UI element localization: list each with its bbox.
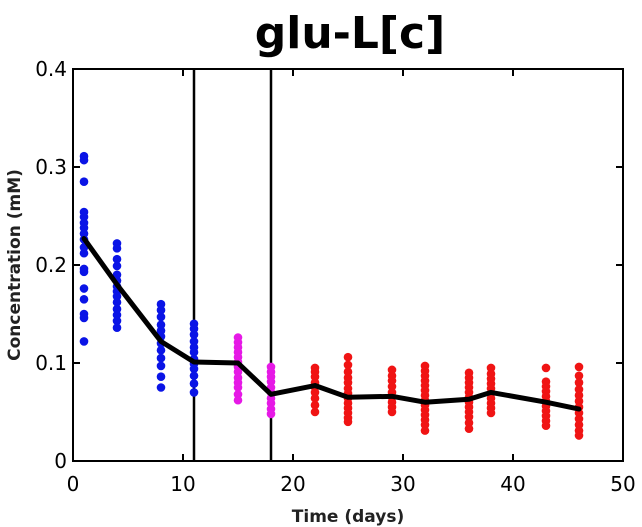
- point-s2-83: [574, 396, 584, 406]
- point-s0-10: [79, 248, 89, 258]
- x-tick-label-2: 20: [280, 472, 305, 496]
- x-tick-label-3: 30: [390, 472, 415, 496]
- point-s0-34: [156, 312, 166, 322]
- point-s2-54: [464, 412, 474, 422]
- point-s0-30: [112, 316, 122, 326]
- point-s0-14: [79, 295, 89, 304]
- point-s1-22: [266, 409, 276, 419]
- point-s0-7: [79, 229, 89, 238]
- point-s2-43: [420, 420, 430, 430]
- y-tick-label-2: 0.2: [35, 253, 67, 277]
- point-s2-55: [464, 418, 474, 428]
- x-tick-label-0: 0: [67, 472, 80, 496]
- point-s2-8: [310, 407, 320, 417]
- point-s0-40: [156, 353, 166, 363]
- point-s0-27: [112, 297, 122, 307]
- point-s0-4: [79, 212, 89, 222]
- point-s2-81: [574, 385, 584, 394]
- y-tick-label-1: 0.1: [35, 351, 67, 375]
- point-s2-13: [343, 378, 353, 387]
- point-s0-33: [156, 305, 166, 315]
- x-tick-label-5: 50: [610, 472, 635, 496]
- point-s1-11: [233, 390, 243, 399]
- point-s0-1: [79, 155, 89, 165]
- point-s0-16: [79, 313, 89, 323]
- point-s0-13: [79, 284, 89, 293]
- point-s2-86: [574, 414, 584, 424]
- axis-ticks: 0 10 20 30 40 50 0 0.1 0.2 0.3 0.4: [35, 57, 636, 496]
- point-s1-16: [266, 377, 276, 386]
- point-s2-44: [420, 426, 430, 435]
- point-s2-82: [574, 391, 584, 400]
- point-s2-56: [464, 424, 474, 433]
- point-s2-22: [387, 365, 397, 375]
- point-s2-24: [387, 376, 397, 385]
- point-s1-20: [266, 398, 276, 408]
- x-axis-label: Time (days): [292, 507, 404, 527]
- y-tick-label-3: 0.3: [35, 155, 67, 179]
- point-s1-7: [233, 367, 243, 377]
- point-s2-77: [541, 421, 551, 431]
- data-points: [79, 151, 584, 440]
- point-s2-79: [574, 371, 584, 381]
- point-s0-22: [112, 270, 122, 280]
- point-s2-78: [574, 362, 584, 372]
- point-s0-19: [112, 244, 122, 253]
- point-s2-2: [310, 372, 320, 382]
- point-s0-54: [189, 379, 199, 388]
- x-tick-label-4: 40: [500, 472, 525, 496]
- point-s0-26: [112, 292, 122, 301]
- point-s1-12: [233, 395, 243, 405]
- point-s0-36: [156, 326, 166, 335]
- point-s0-53: [189, 371, 199, 381]
- point-s0-28: [112, 304, 122, 314]
- point-s0-20: [112, 254, 122, 264]
- chart-title: glu-L[c]: [255, 8, 446, 59]
- point-s0-39: [156, 345, 166, 355]
- point-s2-87: [574, 420, 584, 430]
- point-s0-49: [189, 347, 199, 357]
- point-s0-41: [156, 361, 166, 371]
- point-s2-80: [574, 378, 584, 387]
- point-s0-43: [156, 383, 166, 392]
- point-s2-10: [343, 360, 353, 370]
- point-s2-67: [541, 363, 551, 373]
- y-axis-label: Concentration (mM): [5, 169, 25, 361]
- point-s0-29: [112, 310, 122, 320]
- point-s2-30: [387, 407, 397, 417]
- point-s2-89: [574, 431, 584, 440]
- y-tick-label-0: 0: [54, 449, 67, 473]
- point-s0-42: [156, 372, 166, 382]
- point-s0-31: [112, 323, 122, 333]
- point-s0-45: [189, 324, 199, 334]
- point-s2-6: [310, 393, 320, 403]
- point-s0-12: [79, 267, 89, 277]
- point-s2-66: [486, 408, 496, 418]
- point-s1-10: [233, 383, 243, 392]
- point-s0-35: [156, 320, 166, 330]
- point-s0-6: [79, 223, 89, 233]
- mean-line-group: [81, 236, 582, 412]
- point-s2-5: [310, 388, 320, 397]
- point-s0-47: [189, 337, 199, 346]
- point-s0-32: [156, 299, 166, 309]
- point-s2-11: [343, 367, 353, 377]
- point-s2-9: [343, 352, 353, 362]
- point-s0-17: [79, 337, 89, 346]
- point-s2-21: [343, 417, 353, 427]
- x-tick-label-1: 10: [170, 472, 195, 496]
- y-tick-label-4: 0.4: [35, 57, 67, 81]
- point-s2-25: [387, 382, 397, 391]
- point-s0-2: [79, 177, 89, 186]
- point-s2-57: [486, 363, 496, 373]
- mean-line: [81, 236, 582, 412]
- point-s0-46: [189, 330, 199, 339]
- point-s2-7: [310, 400, 320, 410]
- point-s0-52: [189, 364, 199, 374]
- point-s0-55: [189, 388, 199, 397]
- point-s0-21: [112, 261, 122, 271]
